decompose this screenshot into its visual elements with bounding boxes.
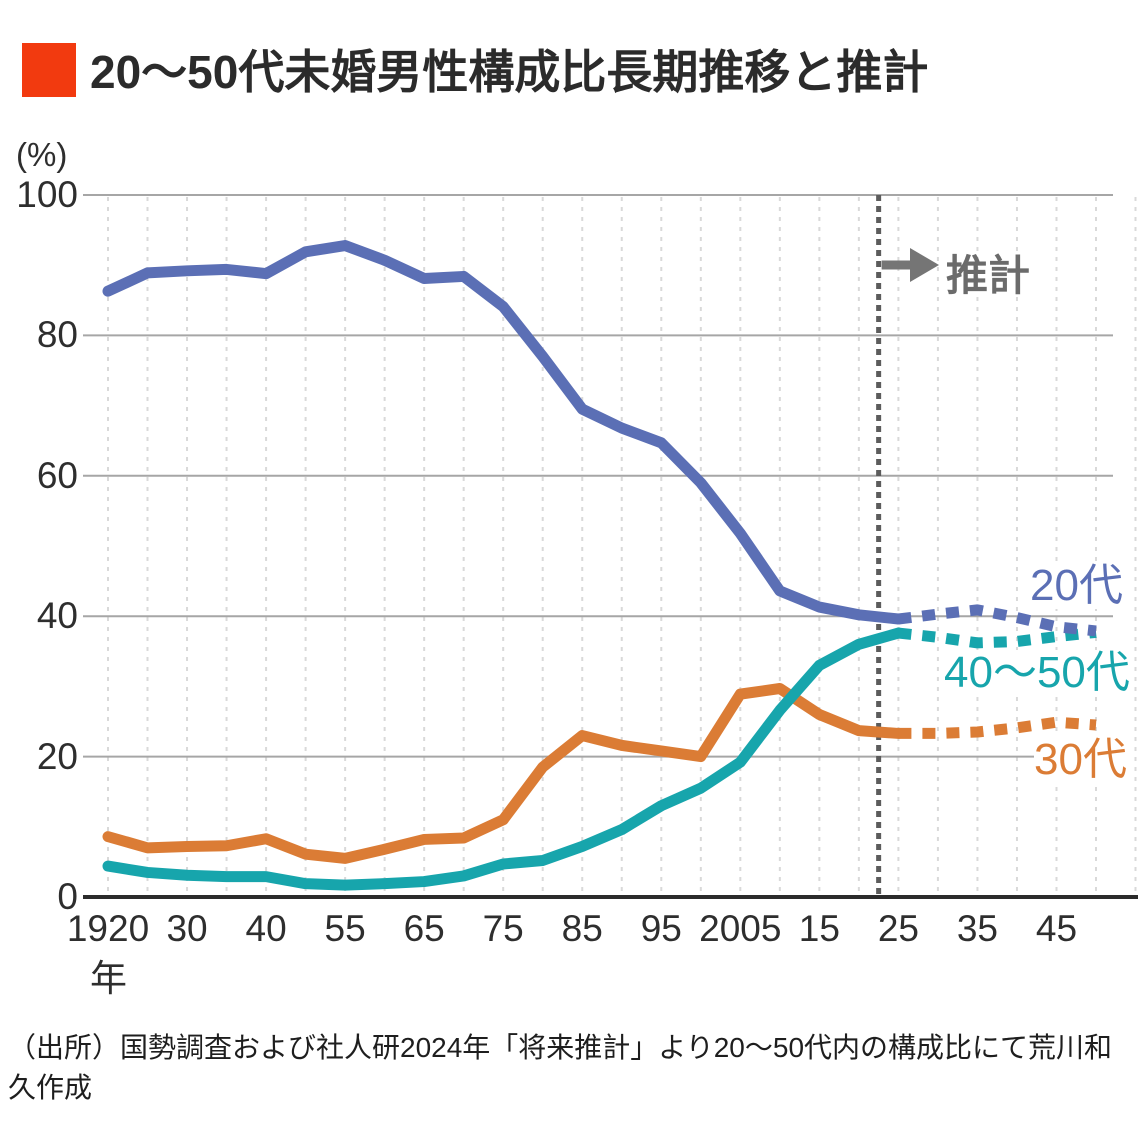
y-axis-unit-label: (%) xyxy=(16,136,68,173)
chart-header: 20〜50代未婚男性構成比長期推移と推計 xyxy=(0,0,1140,110)
title-bullet-square-icon xyxy=(22,43,76,97)
y-tick-label-100: 100 xyxy=(16,174,78,215)
series-solid-30s xyxy=(102,683,904,864)
x-tick-label-35: 35 xyxy=(956,908,999,949)
source-note-line1: （出所）国勢調査および社人研2024年「将来推計」より20〜50代内の構成比にて… xyxy=(8,1032,1113,1063)
projection-annotation-label: 推計 xyxy=(946,252,1031,299)
series-dotted-30s xyxy=(898,716,1097,739)
x-tick-label-85: 85 xyxy=(561,908,603,949)
source-note: （出所）国勢調査および社人研2024年「将来推計」より20〜50代内の構成比にて… xyxy=(8,1028,1133,1108)
projection-arrow-head-icon xyxy=(910,248,939,282)
x-tick-label-55: 55 xyxy=(324,908,366,949)
x-tick-label-15: 15 xyxy=(798,908,840,949)
line-chart-plot xyxy=(83,194,1138,899)
series-label-40-50s: 40〜50代 xyxy=(944,648,1130,697)
x-tick-label-1920: 1920 xyxy=(66,908,150,949)
page-title: 20〜50代未婚男性構成比長期推移と推計 xyxy=(90,46,929,98)
series-solid-20s xyxy=(102,240,904,625)
series-label-30s: 30代 xyxy=(1034,735,1127,784)
source-note-line2: 久作成 xyxy=(8,1072,93,1103)
x-tick-label-40: 40 xyxy=(245,908,287,949)
y-tick-label-0: 0 xyxy=(57,876,78,917)
x-tick-label-25: 25 xyxy=(877,908,919,949)
x-tick-label-95: 95 xyxy=(640,908,682,949)
y-tick-label-40: 40 xyxy=(36,595,78,637)
series-solid-40-50s xyxy=(102,627,904,891)
series-dotted-40-50s xyxy=(897,626,1097,649)
x-tick-label-75: 75 xyxy=(482,908,524,949)
series-label-20s: 20代 xyxy=(1030,561,1123,610)
x-axis-year-suffix-label: 年 xyxy=(90,958,127,999)
x-tick-label-30: 30 xyxy=(166,908,208,949)
y-tick-label-60: 60 xyxy=(36,454,78,496)
series-dotted-20s xyxy=(897,604,1097,637)
x-tick-label-2005: 2005 xyxy=(699,908,782,949)
y-tick-label-80: 80 xyxy=(36,314,78,356)
x-tick-label-45: 45 xyxy=(1035,908,1078,949)
x-tick-label-65: 65 xyxy=(403,908,445,949)
y-tick-label-20: 20 xyxy=(36,735,78,777)
